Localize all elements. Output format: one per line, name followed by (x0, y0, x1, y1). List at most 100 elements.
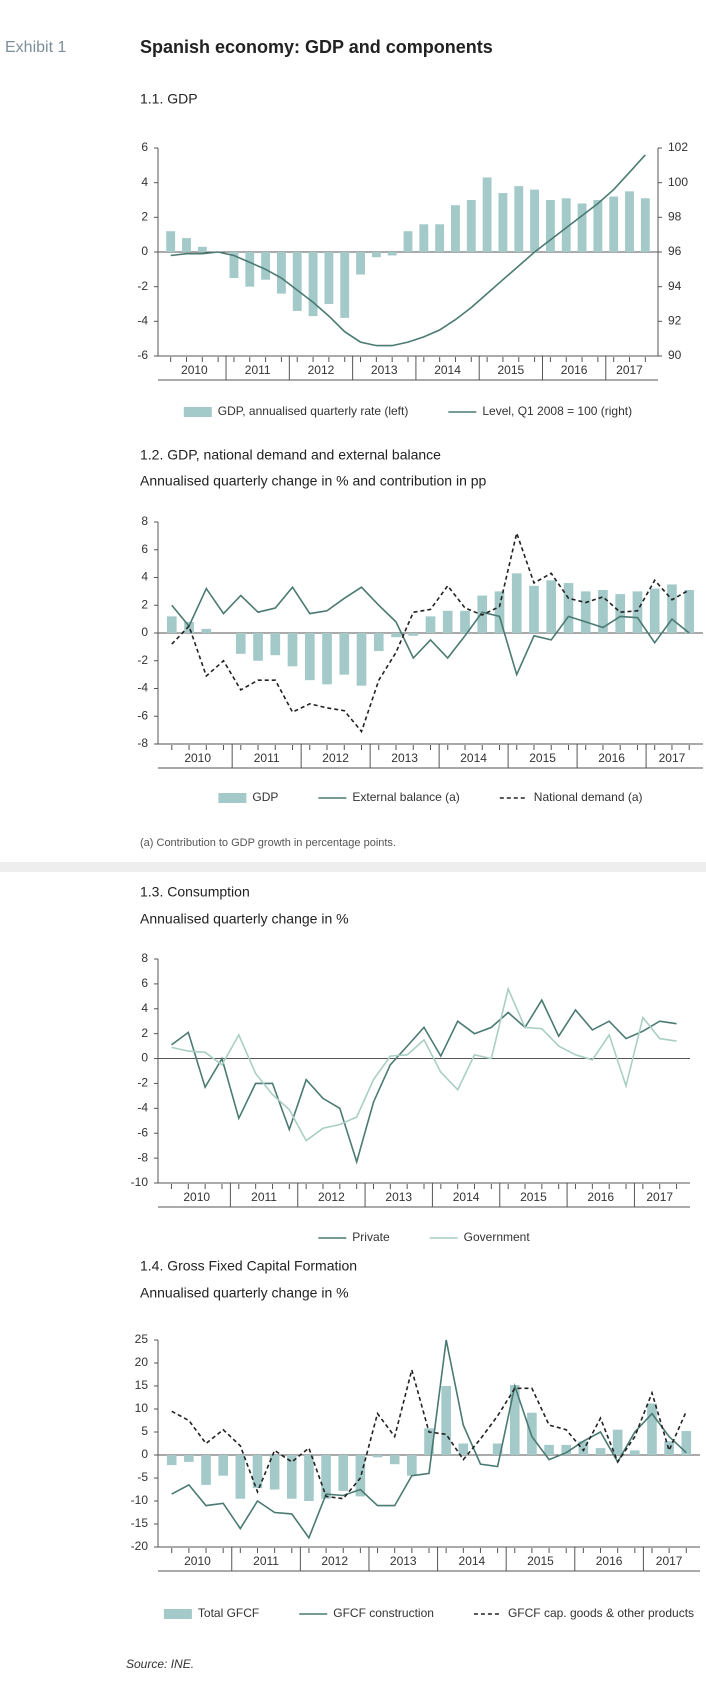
bar (530, 189, 540, 252)
bar (166, 616, 177, 633)
bar (372, 1455, 383, 1458)
line (170, 154, 646, 347)
bar (612, 1429, 623, 1455)
y-tick-label: 2 (141, 210, 148, 224)
x-tick-label: 2010 (184, 1554, 211, 1568)
exhibit-title: Spanish economy: GDP and components (140, 37, 493, 57)
bar (339, 633, 350, 675)
y-tick-label: -6 (137, 348, 148, 362)
legend-label: National demand (a) (534, 790, 643, 804)
bar (442, 610, 453, 633)
x-tick-label: 2016 (596, 1554, 623, 1568)
x-tick-label: 2017 (646, 1190, 673, 1204)
legend-label: Private (352, 1230, 390, 1244)
y-tick-label: 6 (141, 140, 148, 154)
legend-swatch (218, 793, 247, 803)
bar (482, 177, 492, 252)
bar (647, 1403, 657, 1455)
bar (494, 591, 505, 633)
legend-item: GDP (218, 790, 278, 804)
x-tick-label: 2012 (322, 751, 349, 765)
bar (546, 580, 557, 633)
bar (184, 621, 194, 633)
bar (563, 583, 574, 633)
bar (229, 252, 239, 278)
x-tick-label: 2013 (385, 1190, 412, 1204)
y-tick-label: -4 (137, 314, 148, 328)
bar (253, 633, 263, 661)
bar (322, 633, 332, 685)
bar (435, 224, 445, 252)
y-tick-label: -2 (137, 1076, 148, 1090)
bar (235, 1455, 246, 1499)
bar (218, 1455, 228, 1476)
bar (304, 1455, 314, 1501)
bar (321, 1455, 331, 1499)
y-tick-label: 5 (141, 1424, 148, 1438)
x-tick-label: 2011 (254, 751, 280, 765)
bar (338, 1455, 349, 1491)
x-tick-label: 2016 (561, 363, 588, 377)
y-tick-label: 0 (141, 1051, 148, 1065)
bar (609, 196, 619, 252)
chart-subtitle: Annualised quarterly change in % (140, 911, 349, 927)
x-tick-label: 2011 (253, 1554, 279, 1568)
exhibit-label: Exhibit 1 (5, 39, 66, 56)
bar (235, 633, 246, 654)
chart-title: 1.4. Gross Fixed Capital Formation (140, 1258, 357, 1274)
y-tick-label: 6 (141, 542, 148, 556)
y-tick-label: 4 (141, 1001, 148, 1015)
x-tick-label: 2016 (587, 1190, 614, 1204)
chart-subtitle: Annualised quarterly change in % (140, 1285, 349, 1301)
bar (458, 1443, 469, 1455)
x-tick-label: 2014 (434, 363, 461, 377)
y-tick-label: -4 (137, 1101, 148, 1115)
bar (276, 252, 286, 294)
legend-label: Level, Q1 2008 = 100 (right) (482, 404, 632, 418)
x-tick-label: 2016 (598, 751, 625, 765)
x-tick-label: 2017 (659, 751, 686, 765)
bar (245, 252, 255, 287)
y-tick-label: 0 (141, 1447, 148, 1461)
x-tick-label: 2017 (656, 1554, 683, 1568)
bar (182, 238, 191, 252)
bar (529, 585, 539, 633)
y2-tick-label: 94 (668, 279, 682, 293)
y-tick-label: 0 (141, 244, 148, 258)
x-tick-label: 2012 (308, 363, 335, 377)
x-tick-label: 2012 (318, 1190, 345, 1204)
y2-tick-label: 98 (668, 210, 682, 224)
legend-swatch (183, 407, 212, 417)
legend-item: Government (429, 1230, 530, 1244)
bar (640, 198, 650, 252)
bar (545, 200, 555, 252)
bar (324, 252, 334, 304)
legend-item: GFCF cap. goods & other products (473, 1606, 694, 1620)
bar (681, 1431, 692, 1455)
bar (356, 252, 365, 275)
legend-item: Private (318, 1230, 390, 1244)
bar (391, 633, 401, 638)
legend-label: GFCF construction (333, 1606, 434, 1620)
x-tick-label: 2010 (183, 1190, 210, 1204)
bar (269, 1455, 280, 1490)
y2-tick-label: 92 (668, 314, 682, 328)
x-tick-label: 2014 (460, 751, 487, 765)
bar (593, 200, 603, 252)
y-tick-label: -20 (131, 1539, 149, 1553)
bar (625, 191, 634, 252)
bar (252, 1455, 263, 1489)
y-tick-label: -6 (137, 708, 148, 722)
legend-item: External balance (a) (318, 790, 460, 804)
bar (389, 1455, 400, 1465)
legend-item: National demand (a) (499, 790, 643, 804)
bar (371, 252, 381, 258)
bar (166, 1455, 177, 1466)
bar (578, 1441, 589, 1455)
bar (201, 1455, 211, 1485)
bar (201, 628, 212, 633)
legend-label: External balance (a) (352, 790, 459, 804)
bar (460, 610, 470, 633)
bar (667, 584, 677, 633)
y-tick-label: 8 (141, 514, 148, 528)
